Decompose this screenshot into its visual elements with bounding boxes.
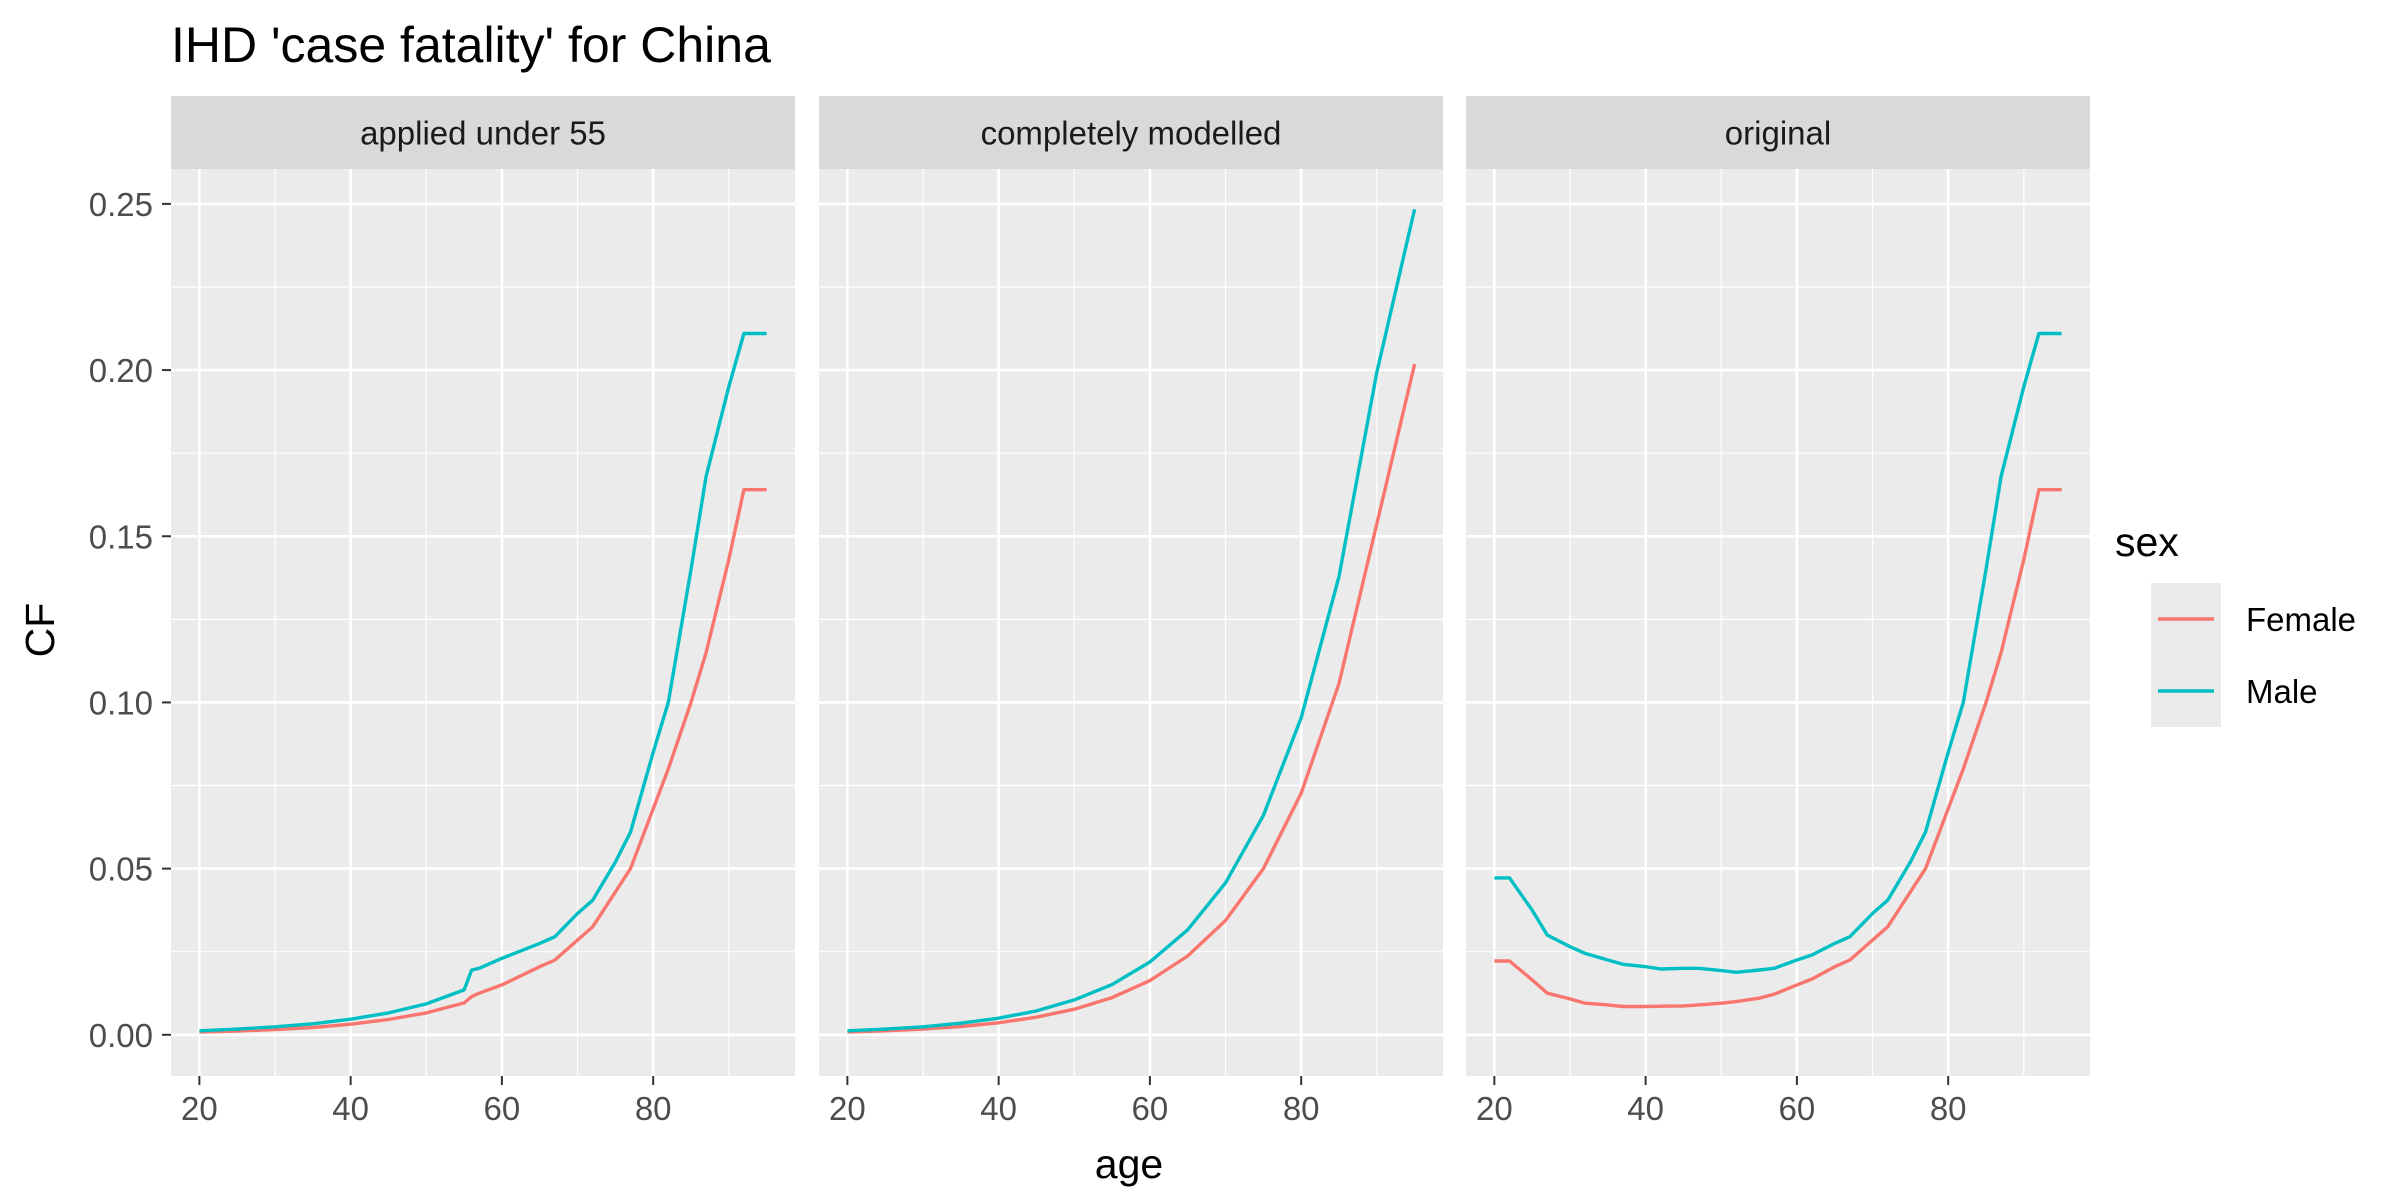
legend-label: Female: [2246, 601, 2356, 638]
x-tick-label: 60: [1132, 1090, 1169, 1127]
legend-item-female: Female: [2151, 583, 2356, 655]
legend: sex Female Male: [2115, 519, 2356, 727]
series-line-male: [199, 331, 767, 1033]
x-tick-label: 20: [1476, 1090, 1513, 1127]
facet-panel-2: completely modelled 20 40 60 80: [819, 96, 1443, 1127]
x-tick-label: 80: [635, 1090, 672, 1127]
x-tick-label: 60: [1779, 1090, 1816, 1127]
series-line-female: [199, 488, 767, 1034]
panel-background: [819, 169, 1443, 1076]
facet-strip: [1466, 96, 2090, 169]
facet-strip-label: completely modelled: [981, 115, 1282, 152]
series-line-female: [847, 363, 1417, 1034]
x-tick-label: 80: [1930, 1090, 1967, 1127]
x-tick-label: 80: [1283, 1090, 1320, 1127]
facet-strip: [819, 96, 1443, 169]
y-tick-label: 0.10: [89, 684, 153, 721]
y-tick-label: 0.00: [89, 1017, 153, 1054]
y-tick-label: 0.25: [89, 186, 153, 223]
x-tick-label: 20: [829, 1090, 866, 1127]
x-tick-label: 40: [332, 1090, 369, 1127]
y-axis-title: CF: [17, 603, 63, 658]
x-axis-title: age: [1095, 1141, 1163, 1187]
facet-strip: [171, 96, 795, 169]
facet-strip-label: original: [1725, 115, 1831, 152]
panel-background: [171, 169, 795, 1076]
facet-panel-3: original 20 40 60 80: [1466, 96, 2090, 1127]
facet-strip-label: applied under 55: [360, 115, 606, 152]
legend-title: sex: [2115, 519, 2179, 565]
series-line-male: [1494, 331, 2062, 974]
x-tick-label: 20: [181, 1090, 218, 1127]
chart-title: IHD 'case fatality' for China: [171, 17, 771, 73]
x-tick-label: 40: [1627, 1090, 1664, 1127]
x-tick-label: 60: [484, 1090, 521, 1127]
y-tick-label: 0.05: [89, 851, 153, 888]
x-tick-label: 40: [980, 1090, 1017, 1127]
y-tick-label: 0.15: [89, 518, 153, 555]
facet-panel-1: applied under 55 20 40 60 80 0.00 0.05 0.10 0.15…: [89, 96, 795, 1127]
series-line-male: [847, 208, 1417, 1033]
series-line-female: [1494, 488, 2062, 1009]
legend-item-male: Male: [2151, 655, 2318, 727]
y-tick-label: 0.20: [89, 352, 153, 389]
legend-label: Male: [2246, 673, 2318, 710]
panels-layer: applied under 55 20 40 60 80 0.00 0.05 0.10 0.15…: [89, 96, 2090, 1127]
